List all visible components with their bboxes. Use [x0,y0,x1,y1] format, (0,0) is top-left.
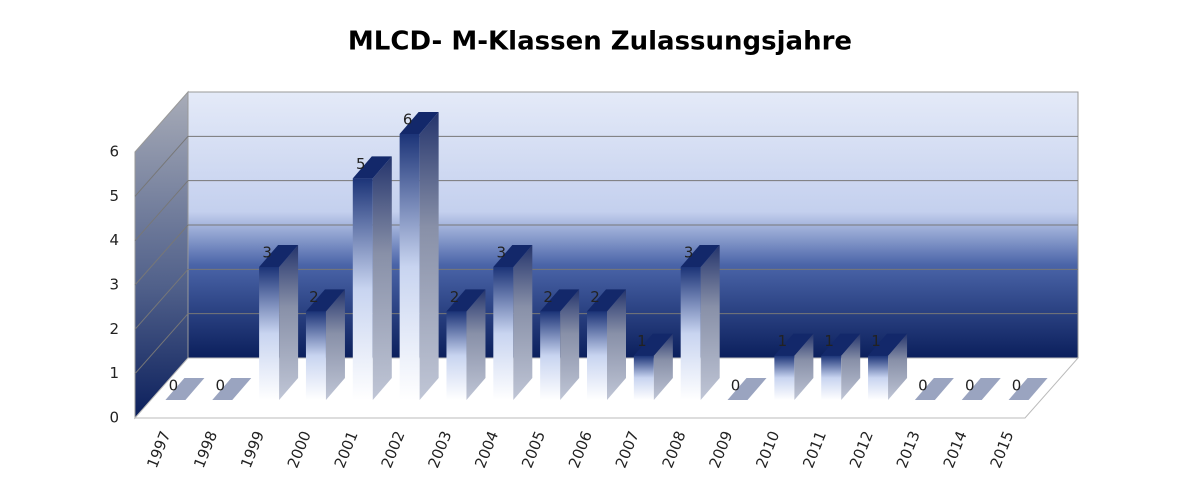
data-label: 3 [497,244,507,262]
bar-top [540,289,580,312]
chart-title: MLCD- M-Klassen Zulassungsjahre [348,27,852,57]
data-label: 0 [918,377,928,395]
x-tick-label: 2008 [659,428,690,470]
grid-line [134,136,189,197]
bar [914,378,954,400]
bar-front [868,355,889,400]
x-tick-label: 2002 [378,428,409,470]
data-label: 0 [731,377,741,395]
data-label: 0 [169,377,179,395]
bar-front [774,355,795,400]
y-tick-label: 0 [109,409,119,427]
bar-side [700,245,720,400]
y-tick-label: 4 [109,231,119,249]
bar-front [352,178,373,400]
bar-top [868,333,908,356]
x-tick-label: 2001 [331,428,362,470]
data-label: 1 [871,332,881,350]
bar-front [305,311,326,400]
bar-front [493,267,514,400]
bar-side [653,333,673,400]
bar-top [352,156,392,179]
bar [1008,378,1048,400]
grid-line [134,180,189,241]
data-label: 3 [262,244,272,262]
bar-top [305,289,345,312]
bar-top [446,289,486,312]
bar-front [399,134,420,400]
bar-side [794,333,814,400]
x-tick-label: 2007 [612,428,643,470]
data-label: 1 [824,332,834,350]
x-tick-label: 2010 [752,428,783,470]
x-tick-label: 2011 [799,428,830,470]
bar-front [821,355,842,400]
bar-top [399,112,439,134]
x-tick-label: 2000 [284,428,315,470]
bar-side [888,333,908,400]
bar-side [607,289,626,400]
bar-top [587,289,626,312]
bar-top [633,333,673,356]
x-tick-label: 2013 [893,428,924,470]
bar-side [372,156,392,400]
data-label: 1 [778,332,788,350]
x-tick-label: 1998 [190,428,221,470]
data-label: 1 [637,332,647,350]
data-label: 2 [543,288,553,306]
bar-front [633,355,654,400]
bar-front [540,311,561,400]
bar-side [560,289,580,400]
x-tick-label: 2005 [518,428,549,470]
bar [727,378,767,400]
y-tick-label: 6 [109,143,119,161]
data-label: 2 [309,288,319,306]
bar-front [446,311,467,400]
bar-top [493,245,533,267]
bar [212,378,252,400]
grid-line [134,269,189,330]
bar-side [325,289,345,400]
data-label: 2 [590,288,600,306]
grid-line [134,313,189,374]
x-tick-label: 2014 [940,428,971,470]
data-label: 5 [356,155,366,173]
x-tick-label: 2015 [986,428,1017,470]
y-tick-label: 5 [109,187,119,205]
bar-front [680,267,701,400]
x-tick-label: 1999 [237,428,268,470]
data-label: 0 [1012,377,1022,395]
bar-top [774,333,814,356]
y-tick-label: 1 [109,364,119,382]
data-label: 2 [450,288,460,306]
y-tick-label: 3 [109,276,119,294]
x-tick-label: 1997 [143,428,174,470]
x-tick-label: 2009 [705,428,736,470]
grid-line [134,224,189,286]
bar-top [259,245,299,267]
bar-top [680,245,720,267]
x-tick-label: 2012 [846,428,877,470]
bar-side [513,245,533,400]
data-label: 3 [684,244,694,262]
data-label: 0 [965,377,975,395]
bar [165,378,205,400]
bar-side [279,245,299,400]
bar-front [587,311,607,400]
data-label: 0 [215,377,225,395]
bar-top [821,333,861,356]
bar-front [259,267,280,400]
bar-side [419,112,439,400]
y-tick-label: 2 [109,320,119,338]
bar-side [466,289,486,400]
data-label: 6 [403,111,413,129]
bar-side [841,333,861,400]
x-tick-label: 2004 [471,428,502,470]
bar [961,378,1001,400]
x-tick-label: 2006 [565,428,596,470]
x-tick-label: 2003 [424,428,455,470]
